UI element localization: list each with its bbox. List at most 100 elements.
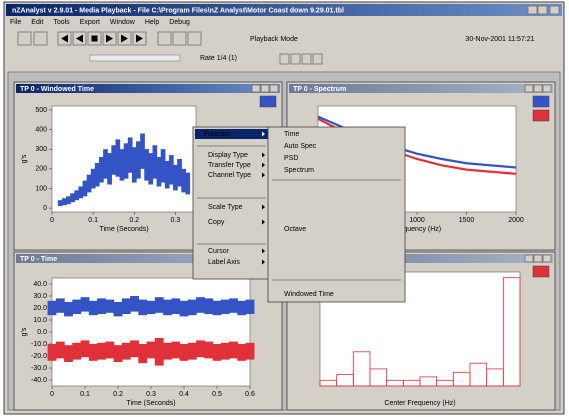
signal-band [64, 345, 73, 362]
y-tick-label: 0.0 [37, 329, 47, 336]
signal-band [97, 342, 106, 360]
channel-chip[interactable] [532, 109, 550, 122]
nav-button[interactable] [301, 53, 312, 65]
new-button[interactable] [17, 31, 32, 46]
signal-band [144, 149, 149, 181]
icon [121, 34, 128, 43]
menu-item[interactable]: Tools [53, 19, 70, 26]
minimize-button[interactable] [527, 5, 538, 15]
x-tick-label: 0.2 [113, 391, 123, 398]
x-tick-label: 1500 [459, 217, 475, 224]
signal-band [94, 162, 100, 187]
y-axis-label: g's [21, 154, 28, 163]
child-control[interactable] [533, 84, 543, 93]
tool-button[interactable] [172, 31, 187, 46]
signal-band [115, 139, 121, 177]
signal-band [152, 145, 158, 179]
child-control[interactable] [260, 84, 270, 93]
icon [76, 34, 83, 43]
signal-band [154, 338, 164, 366]
x-tick-label: 0.1 [88, 217, 98, 224]
nav-button[interactable] [312, 53, 323, 65]
signal-band [204, 298, 214, 314]
menu-item[interactable]: Display Type [208, 152, 248, 159]
child-control[interactable] [542, 254, 552, 263]
open-button[interactable] [33, 31, 48, 46]
signal-band [78, 186, 84, 199]
menu-item[interactable]: Channel Type [208, 172, 251, 179]
menu-item[interactable]: Export [80, 19, 100, 26]
submenu-item[interactable]: Auto Spec [284, 143, 317, 150]
signal-band [47, 344, 57, 361]
signal-band [119, 149, 125, 181]
submenu-item[interactable]: Octave [284, 226, 306, 233]
close-button[interactable] [549, 5, 560, 15]
nav-button[interactable] [290, 53, 301, 65]
submenu-item[interactable]: PSD [284, 155, 298, 162]
signal-band [179, 344, 189, 361]
channel-chip[interactable] [532, 265, 550, 278]
x-tick-label: 0.1 [80, 391, 90, 398]
submenu-arrow [262, 131, 265, 137]
submenu-arrow [262, 219, 265, 225]
x-tick-label: 0.3 [146, 391, 156, 398]
submenu-item[interactable]: Spectrum [284, 167, 314, 174]
menu-highlight [195, 129, 268, 139]
maximize-button[interactable] [537, 5, 548, 15]
child-control[interactable] [524, 254, 534, 263]
submenu-arrow [262, 152, 265, 158]
menu-item[interactable]: Help [145, 19, 160, 26]
menu-item[interactable]: File [10, 19, 21, 26]
signal-band [64, 302, 73, 317]
x-tick-label: 1000 [409, 217, 425, 224]
child-control[interactable] [533, 254, 543, 263]
signal-band [72, 342, 82, 360]
signal-band [70, 193, 75, 203]
signal-band [111, 145, 117, 175]
signal-band [187, 299, 197, 316]
child-control[interactable] [524, 84, 534, 93]
octave-bar [369, 368, 388, 387]
child-control[interactable] [269, 84, 279, 93]
signal-band [88, 344, 98, 361]
y-tick-label: 500 [35, 107, 47, 114]
plot-area [51, 277, 251, 387]
submenu-item[interactable]: Windowed Time [284, 291, 334, 298]
menu-item[interactable]: Label Axis [208, 259, 240, 266]
child-title-bar [289, 254, 553, 263]
tool-button[interactable] [157, 31, 172, 46]
menu-item[interactable]: Window [110, 19, 136, 26]
nav-button[interactable] [279, 53, 290, 65]
signal-band [173, 164, 178, 191]
context-menu: Function Display Type Transfer Type Channel… [192, 126, 406, 303]
rate-slider[interactable] [89, 54, 181, 62]
icon [106, 34, 113, 43]
x-tick-label: 0.6 [245, 391, 255, 398]
channel-chip[interactable] [532, 95, 550, 108]
signal-band [163, 299, 172, 316]
window-controls[interactable] [527, 5, 560, 15]
child-control[interactable] [251, 84, 261, 93]
submenu-arrow [262, 259, 265, 265]
signal-band [146, 341, 156, 359]
submenu-item[interactable]: Time [284, 131, 299, 138]
signal-band [97, 298, 106, 314]
menu-item[interactable]: Function [204, 131, 231, 138]
signal-band [123, 143, 129, 179]
channel-chip[interactable] [259, 95, 277, 108]
menu-item[interactable]: Copy [208, 219, 225, 226]
child-title-bar [16, 84, 280, 93]
child-control[interactable] [542, 84, 552, 93]
tool-button[interactable] [187, 31, 202, 46]
menu-item[interactable]: Scale Type [208, 204, 243, 211]
menu-item[interactable]: Debug [169, 19, 190, 26]
menu-item[interactable]: Transfer Type [208, 162, 251, 169]
signal-band [163, 342, 172, 360]
signal-band [127, 137, 133, 173]
y-tick-label: 20.0 [33, 305, 47, 312]
signal-band [220, 299, 230, 314]
menu-item[interactable]: Cursor [208, 248, 230, 255]
signal-band [146, 300, 156, 314]
menu-item[interactable]: Edit [31, 19, 43, 26]
menu-bar: File Edit Tools Export Window Help Debug [10, 19, 190, 26]
